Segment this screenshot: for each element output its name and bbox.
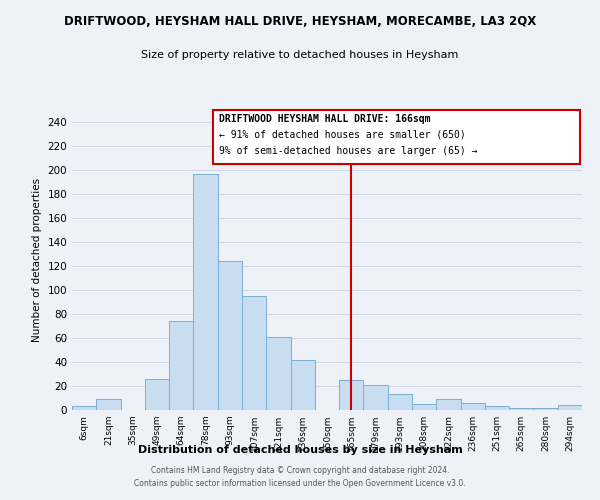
Text: Distribution of detached houses by size in Heysham: Distribution of detached houses by size … xyxy=(137,445,463,455)
Bar xyxy=(218,261,242,410)
Bar xyxy=(485,406,509,410)
Bar xyxy=(266,337,290,410)
Text: DRIFTWOOD HEYSHAM HALL DRIVE: 166sqm: DRIFTWOOD HEYSHAM HALL DRIVE: 166sqm xyxy=(219,114,430,124)
Bar xyxy=(96,399,121,410)
Bar xyxy=(169,321,193,410)
Bar xyxy=(436,399,461,410)
Text: DRIFTWOOD, HEYSHAM HALL DRIVE, HEYSHAM, MORECAMBE, LA3 2QX: DRIFTWOOD, HEYSHAM HALL DRIVE, HEYSHAM, … xyxy=(64,15,536,28)
Bar xyxy=(145,379,169,410)
Bar xyxy=(533,408,558,410)
Bar xyxy=(242,296,266,410)
Bar xyxy=(364,385,388,410)
Text: ← 91% of detached houses are smaller (650): ← 91% of detached houses are smaller (65… xyxy=(219,130,466,140)
Text: Contains HM Land Registry data © Crown copyright and database right 2024.
Contai: Contains HM Land Registry data © Crown c… xyxy=(134,466,466,487)
Bar xyxy=(193,174,218,410)
Bar xyxy=(290,360,315,410)
Text: 9% of semi-detached houses are larger (65) →: 9% of semi-detached houses are larger (6… xyxy=(219,146,478,156)
Bar xyxy=(339,380,364,410)
Bar xyxy=(412,404,436,410)
Bar xyxy=(72,406,96,410)
Bar xyxy=(509,408,533,410)
Bar xyxy=(461,403,485,410)
Bar xyxy=(558,405,582,410)
Bar xyxy=(388,394,412,410)
Y-axis label: Number of detached properties: Number of detached properties xyxy=(32,178,42,342)
Text: Size of property relative to detached houses in Heysham: Size of property relative to detached ho… xyxy=(142,50,458,60)
FancyBboxPatch shape xyxy=(213,110,580,164)
